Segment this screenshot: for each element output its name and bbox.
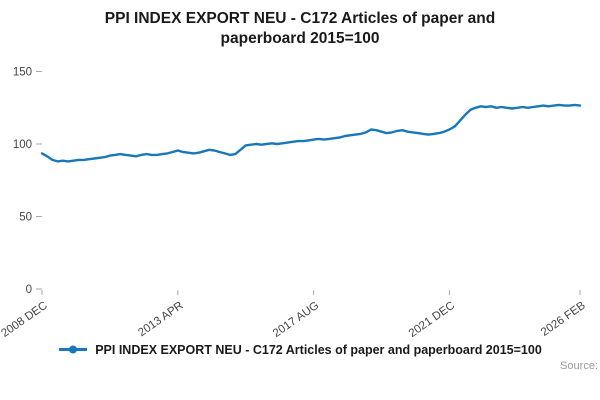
x-tick-label: 2013 APR [136, 299, 185, 339]
source-label: Source: [560, 359, 598, 372]
y-tick-label: 0 [26, 284, 32, 296]
x-tick-label: 2026 FEB [539, 299, 588, 338]
x-tick-label: 2017 AUG [271, 299, 321, 339]
legend-dot-icon [69, 345, 78, 354]
legend: PPI INDEX EXPORT NEU - C172 Articles of … [0, 343, 600, 357]
y-tick-label: 150 [13, 66, 32, 78]
y-tick-label: 100 [13, 139, 32, 151]
y-tick-label: 50 [19, 211, 32, 223]
legend-label: PPI INDEX EXPORT NEU - C172 Articles of … [95, 342, 542, 357]
line-chart: 0 50 100 150 2008 DEC 2013 APR 2017 AUG 2021 DE… [0, 66, 588, 339]
series-line [40, 103, 582, 163]
x-tick-label: 2021 DEC [407, 299, 457, 339]
chart-title: PPI INDEX EXPORT NEU - C172 Articles of … [104, 10, 496, 47]
x-tick-label: 2008 DEC [0, 299, 50, 339]
legend-line-marker [59, 345, 88, 354]
